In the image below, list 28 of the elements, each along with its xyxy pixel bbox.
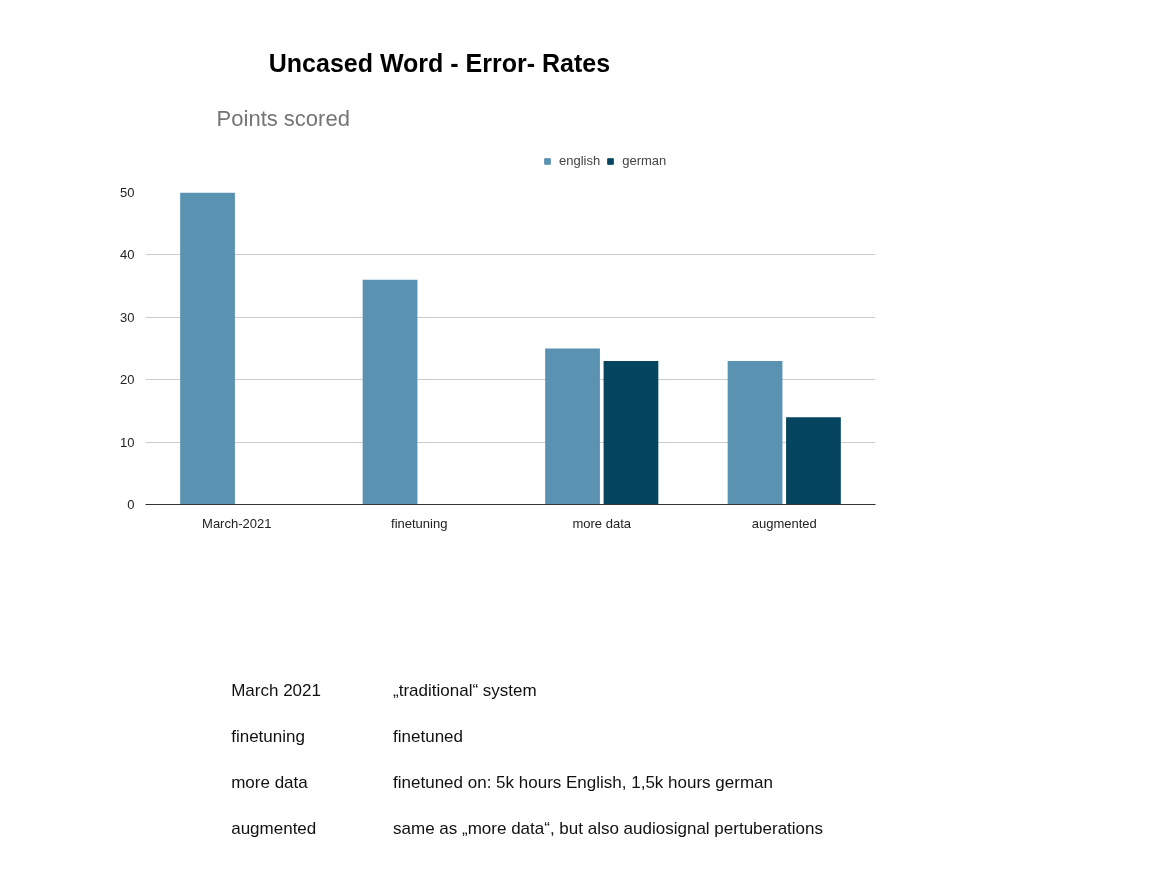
text: „traditional“ system	[393, 681, 537, 700]
bar	[727, 360, 783, 505]
text: same as „more data“, but also audiosignal pertuberations	[393, 819, 824, 838]
bar	[362, 279, 418, 505]
text: more data	[231, 773, 309, 792]
y-tick-label: 50	[120, 185, 135, 200]
legend-label: english	[559, 153, 601, 168]
y-tick-label: 20	[120, 372, 135, 388]
chart-title: Uncased Word - Error- Rates	[268, 48, 611, 77]
x-tick-label: more data	[572, 515, 632, 531]
bar	[545, 348, 600, 505]
chart-subtitle: Points scored	[216, 106, 350, 131]
y-tick-label: 10	[120, 434, 135, 450]
text: finetuned	[393, 727, 464, 746]
y-tick-label: 30	[120, 309, 135, 325]
bar	[786, 417, 841, 505]
x-tick-label: finetuning	[391, 515, 448, 531]
x-tick-label: augmented	[751, 515, 817, 531]
y-tick-label: 40	[120, 247, 135, 263]
text: finetuned on: 5k hours English, 1,5k hours german	[393, 773, 773, 792]
text: augmented	[231, 819, 317, 838]
bar	[603, 360, 659, 505]
text: March 2021	[231, 681, 321, 700]
bar	[180, 192, 235, 505]
y-tick-label: 0	[127, 497, 135, 512]
legend-label: german	[622, 153, 667, 168]
text: finetuning	[231, 727, 305, 746]
x-tick-label: March-2021	[202, 515, 272, 531]
